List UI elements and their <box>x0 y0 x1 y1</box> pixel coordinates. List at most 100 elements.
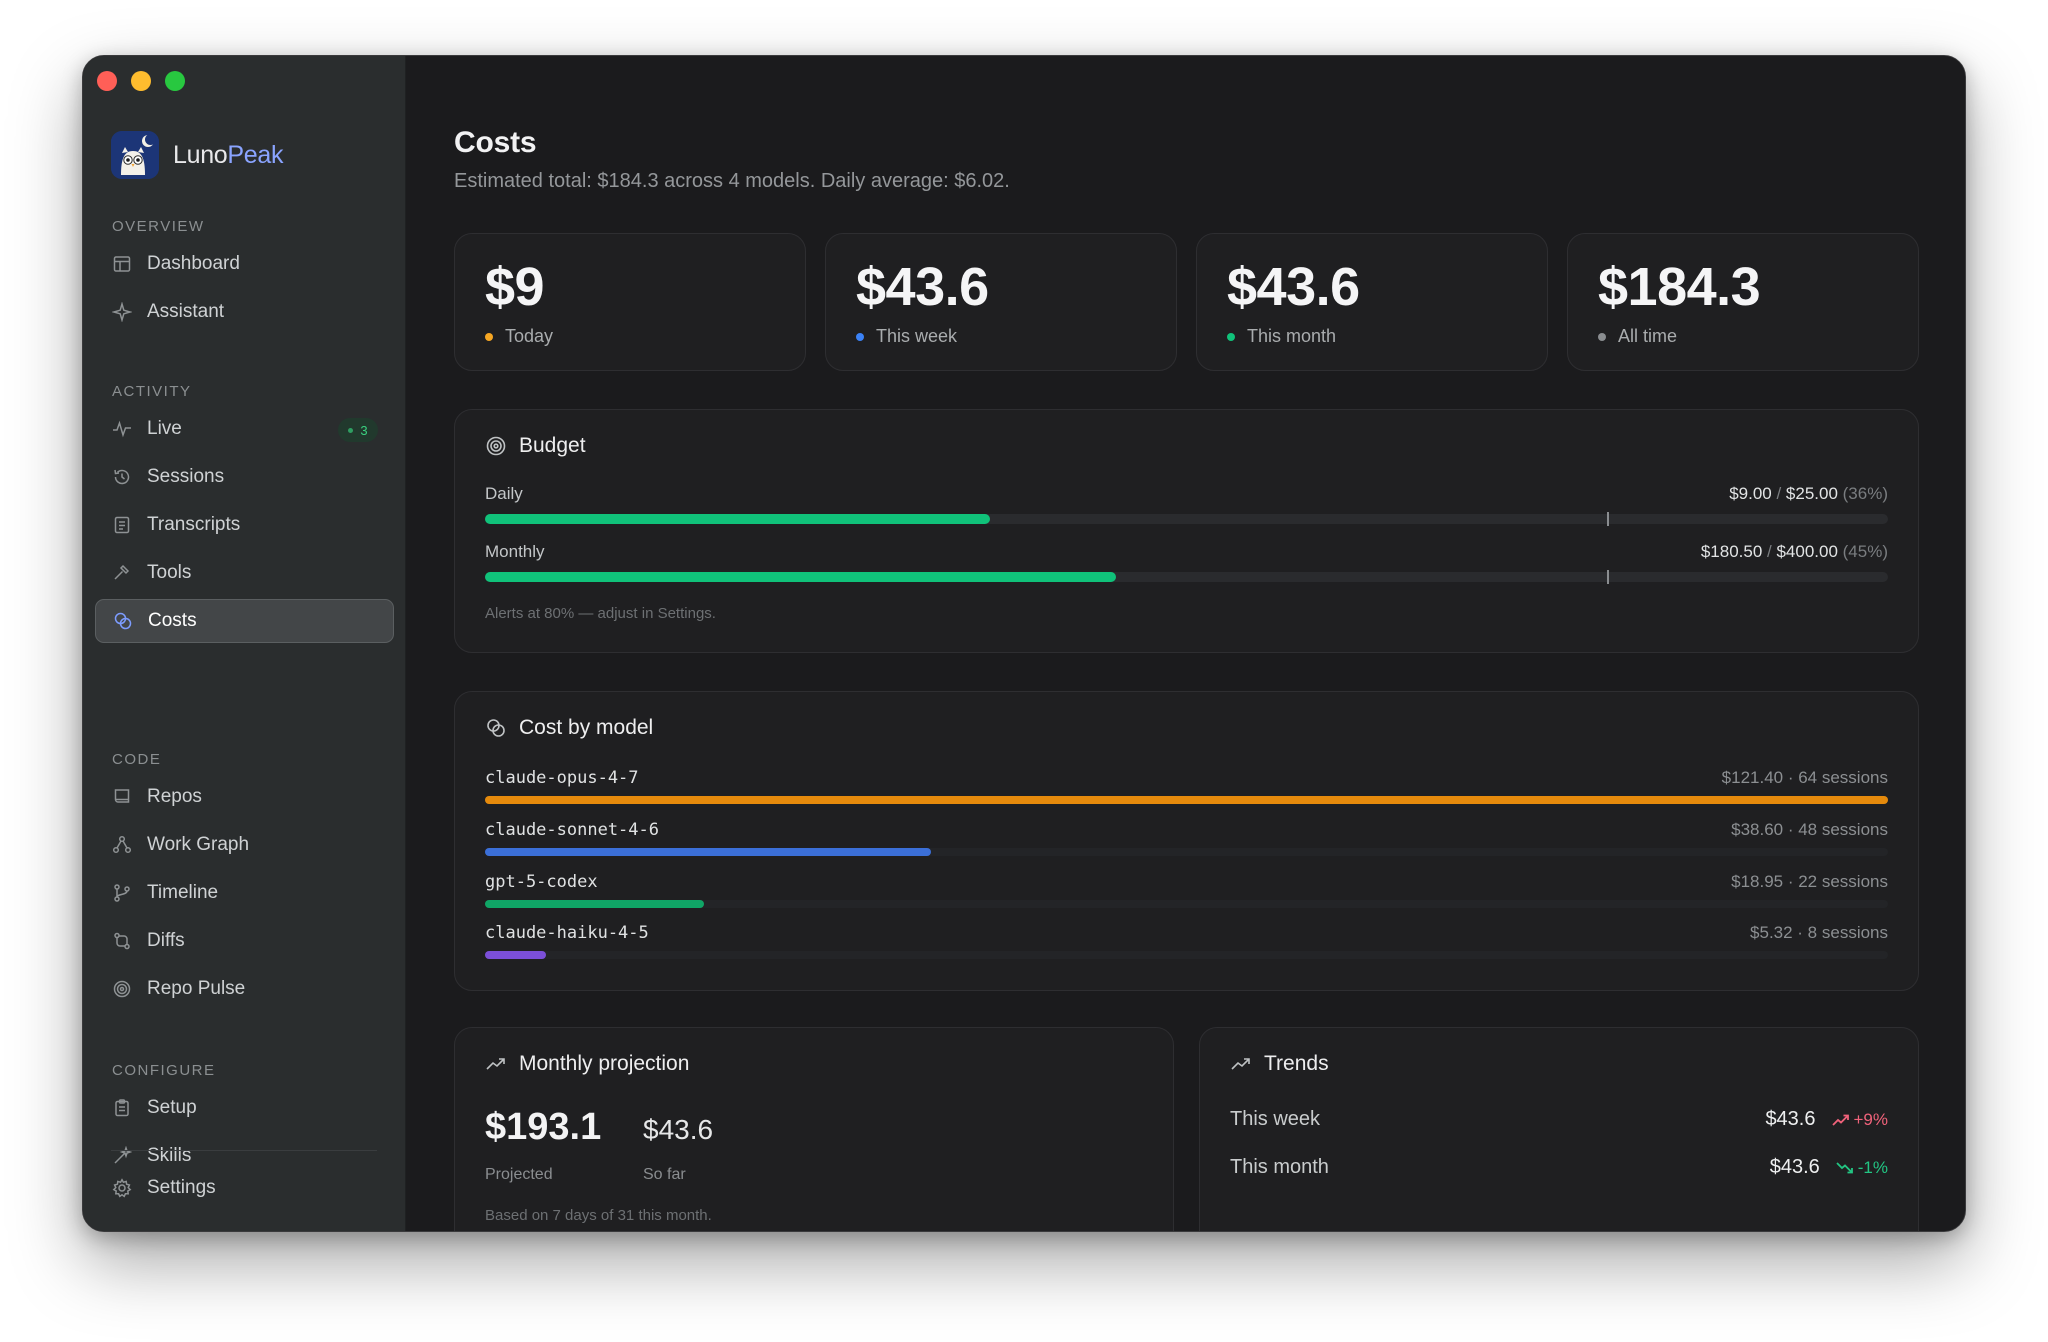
budget-amount: $180.50 / $400.00 (45%) <box>1700 542 1888 561</box>
trend-down-icon <box>1836 1161 1853 1173</box>
sidebar-item-label: Timeline <box>147 882 219 903</box>
stat-value: $184.3 <box>1598 257 1761 317</box>
zoom-window-button[interactable] <box>165 71 185 91</box>
progress-fill <box>485 514 991 524</box>
live-count-badge: 3 <box>338 418 378 442</box>
sidebar-item-label: Settings <box>147 1177 216 1198</box>
stat-value: $43.6 <box>856 257 989 317</box>
pulse-icon <box>111 418 133 440</box>
clipboard-icon <box>111 1097 133 1119</box>
sidebar: LunoPeak OVERVIEW Dashboard Assistant AC… <box>83 56 406 1231</box>
stat-label: Today <box>485 326 553 347</box>
trend-up-icon <box>1231 1058 1250 1070</box>
nav-section-code: CODE Repos Work Graph Timeline Diffs Rep… <box>83 749 406 1011</box>
model-track <box>485 951 1888 959</box>
transcript-icon <box>111 514 133 536</box>
sidebar-item-live[interactable]: Live 3 <box>95 407 394 451</box>
minimize-window-button[interactable] <box>131 71 151 91</box>
model-meta: $5.32 · 8 sessions <box>1750 923 1888 942</box>
app-name: LunoPeak <box>173 140 284 169</box>
hammer-icon <box>111 562 133 584</box>
model-bar <box>485 951 547 959</box>
page-subtitle: Estimated total: $184.3 across 4 models.… <box>454 170 1010 192</box>
repo-icon <box>111 786 133 808</box>
sidebar-item-label: Diffs <box>147 930 185 951</box>
nav-heading: CONFIGURE <box>112 1062 216 1079</box>
trend-row: This month $43.6 -1% <box>1230 1156 1888 1179</box>
nav-section-footer: Settings <box>83 1166 406 1210</box>
card-title: Budget <box>519 434 586 457</box>
main-content: Costs Estimated total: $184.3 across 4 m… <box>406 56 1965 1231</box>
model-name: claude-opus-4-7 <box>485 768 639 788</box>
sidebar-item-label: Transcripts <box>147 514 241 535</box>
window-controls <box>97 71 185 91</box>
sidebar-item-repos[interactable]: Repos <box>95 775 394 819</box>
sidebar-item-assistant[interactable]: Assistant <box>95 290 394 334</box>
sidebar-item-label: Work Graph <box>147 834 250 855</box>
sidebar-item-label: Assistant <box>147 301 225 322</box>
sidebar-item-label: Tools <box>147 562 192 583</box>
model-meta: $38.60 · 48 sessions <box>1731 820 1888 839</box>
cost-by-model-card: Cost by model claude-opus-4-7 $121.40 · 6… <box>454 691 1919 991</box>
coins-icon <box>487 719 505 737</box>
model-meta: $121.40 · 64 sessions <box>1721 768 1888 787</box>
sidebar-item-sessions[interactable]: Sessions <box>95 455 394 499</box>
stat-card-all-time: $184.3 All time <box>1567 233 1919 371</box>
sidebar-item-costs[interactable]: Costs <box>95 599 394 643</box>
close-window-button[interactable] <box>97 71 117 91</box>
card-title: Cost by model <box>519 716 654 739</box>
trend-row: This week $43.6 +9% <box>1230 1108 1888 1131</box>
model-bar <box>485 796 1888 804</box>
card-title: Trends <box>1264 1052 1329 1075</box>
sidebar-item-work-graph[interactable]: Work Graph <box>95 823 394 867</box>
card-header: Budget <box>485 434 586 458</box>
owl-logo-icon <box>111 131 159 179</box>
sidebar-item-repo-pulse[interactable]: Repo Pulse <box>95 967 394 1011</box>
alert-threshold-marker <box>1607 570 1610 584</box>
sidebar-item-timeline[interactable]: Timeline <box>95 871 394 915</box>
alert-threshold-marker <box>1607 512 1610 526</box>
progress-fill <box>485 572 1117 582</box>
diff-icon <box>111 930 133 952</box>
stat-value: $43.6 <box>1227 257 1360 317</box>
sidebar-item-transcripts[interactable]: Transcripts <box>95 503 394 547</box>
status-dot <box>1227 332 1235 341</box>
model-row: claude-sonnet-4-6 $38.60 · 48 sessions <box>485 818 1888 856</box>
stat-value: $9 <box>485 257 545 317</box>
so-far-label: So far <box>643 1166 686 1183</box>
progress-track <box>485 570 1888 584</box>
sidebar-divider <box>111 1150 377 1151</box>
sidebar-item-settings[interactable]: Settings <box>95 1166 394 1210</box>
trend-label: This month <box>1230 1156 1329 1178</box>
model-name: claude-haiku-4-5 <box>485 923 649 943</box>
model-meta: $18.95 · 22 sessions <box>1731 872 1888 891</box>
sidebar-item-tools[interactable]: Tools <box>95 551 394 595</box>
gear-icon <box>111 1177 133 1199</box>
sidebar-item-setup[interactable]: Setup <box>95 1086 394 1130</box>
target-icon <box>486 436 506 456</box>
status-dot <box>856 332 864 341</box>
nav-section-overview: OVERVIEW Dashboard Assistant <box>83 216 406 334</box>
model-row: claude-opus-4-7 $121.40 · 64 sessions <box>485 766 1888 804</box>
trend-value: $43.6 <box>1765 1108 1816 1130</box>
trend-value: $43.6 <box>1769 1156 1820 1178</box>
nav-heading: CODE <box>112 751 162 768</box>
graph-icon <box>111 834 133 856</box>
budget-label: Monthly <box>485 542 545 561</box>
budget-row-daily: Daily $9.00 / $25.00 (36%) <box>485 482 1888 526</box>
sidebar-item-label: Repos <box>147 786 202 807</box>
sidebar-item-label: Dashboard <box>147 253 240 274</box>
sidebar-item-diffs[interactable]: Diffs <box>95 919 394 963</box>
brand[interactable]: LunoPeak <box>111 131 284 179</box>
trend-delta: -1% <box>1836 1158 1888 1178</box>
sidebar-item-dashboard[interactable]: Dashboard <box>95 242 394 286</box>
trend-label: This week <box>1230 1108 1321 1130</box>
trend-up-icon <box>1831 1114 1849 1126</box>
sidebar-item-label: Sessions <box>147 466 225 487</box>
stat-label: This month <box>1227 326 1336 347</box>
stat-label: All time <box>1598 326 1677 347</box>
projection-note: Based on 7 days of 31 this month. <box>485 1207 712 1224</box>
so-far-value: $43.6 <box>643 1114 714 1145</box>
budget-label: Daily <box>485 484 523 503</box>
model-name: gpt-5-codex <box>485 872 598 892</box>
